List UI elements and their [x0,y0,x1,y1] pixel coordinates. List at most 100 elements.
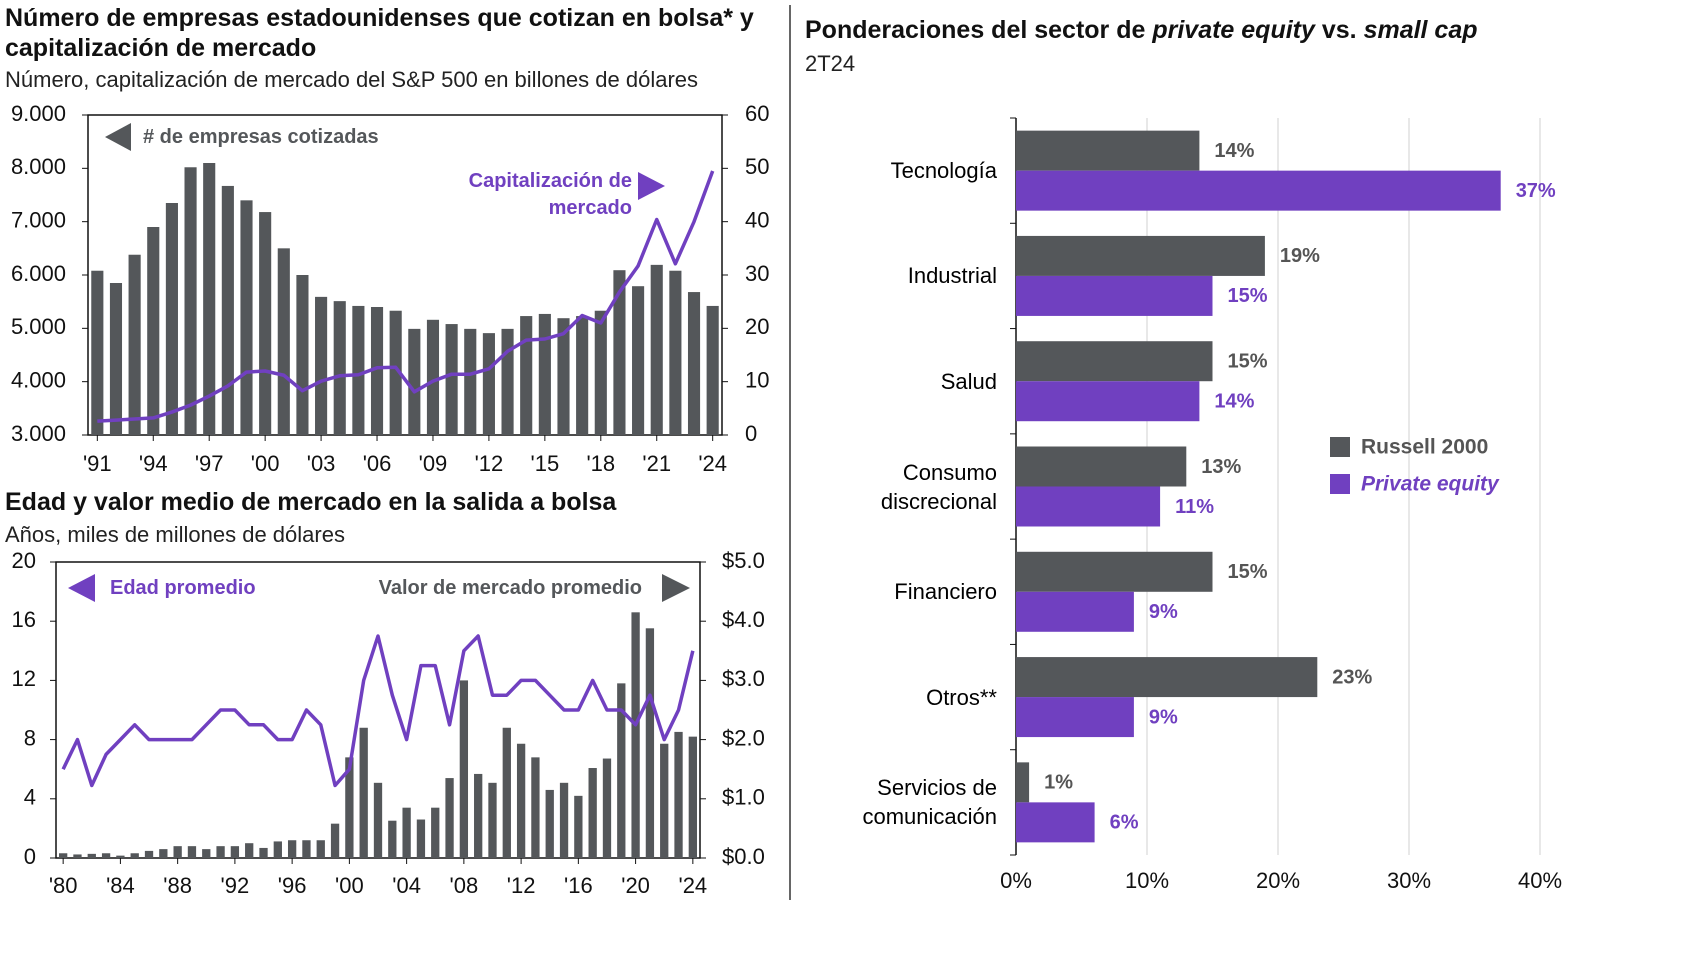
bar [316,840,325,858]
category-label: Otros** [926,684,997,710]
x-tick-label: '03 [307,451,336,476]
bar [613,270,626,435]
bar [1016,446,1187,487]
bar [91,270,104,435]
bar [416,819,426,858]
bar [59,853,68,858]
value-label: 9% [1149,706,1178,728]
bar [277,248,290,435]
bar [645,628,655,858]
y2-tick-label: 30 [745,261,769,286]
chart-title: Ponderaciones del sector de private equi… [805,15,1478,45]
x-tick-label: '00 [251,451,280,476]
x-tick-label: '06 [363,451,392,476]
bar [273,841,282,858]
bar [674,731,683,858]
category-label: Financiero [894,579,997,605]
bar [330,823,340,858]
bar [187,846,197,858]
category-label: Servicios de comunicación [862,775,997,830]
bar [706,305,719,435]
bar [1016,341,1213,382]
title-part: private equity [1152,16,1315,44]
legend-label: Valor de mercado promedio [378,577,642,599]
x-tick-label: '21 [642,451,671,476]
bar [516,743,526,858]
x-tick-label: '20 [621,873,650,898]
bar [173,846,182,858]
bar [296,275,309,435]
x-tick-label: 20% [1256,868,1300,893]
legend-label: Capitalización de mercado [468,170,632,219]
bar [559,782,569,858]
y-tick-label: 7.000 [11,207,66,232]
bar [202,849,211,858]
x-tick-label: '16 [564,873,593,898]
legend-arrow [105,123,131,151]
y-tick-label: 9.000 [11,101,66,126]
bar [101,853,111,858]
category-label: Consumo discrecional [880,459,997,514]
value-label: 37% [1516,180,1556,202]
title-part: small cap [1363,16,1478,44]
legend-swatch [1330,474,1350,494]
y-tick-label: 8.000 [11,154,66,179]
value-label: 23% [1332,666,1372,688]
x-tick-label: '91 [83,451,112,476]
y-tick-label: 0 [24,844,36,869]
bar [602,758,612,858]
value-label: 14% [1214,390,1254,412]
bar [109,283,123,435]
bar [576,316,589,435]
bar [1016,697,1134,738]
x-tick-label: '09 [419,451,448,476]
y2-tick-label: 0 [745,421,757,446]
bar [1016,591,1134,632]
bar [482,333,495,435]
y-tick-label: 12 [12,666,36,691]
x-tick-label: '08 [450,873,479,898]
bar [502,727,511,858]
bar [445,778,454,858]
bar [389,310,402,435]
bar [687,292,701,435]
bar [333,301,346,435]
x-tick-label: '97 [195,451,224,476]
bar [632,286,645,435]
y2-tick-label: 40 [745,207,769,232]
value-label: 15% [1228,285,1268,307]
bar [617,683,626,858]
bar [574,795,583,858]
bar [1016,762,1030,803]
bar [203,163,216,435]
bar [230,846,240,858]
y-tick-label: 4.000 [11,367,66,392]
bar [408,328,421,435]
x-tick-label: '96 [278,873,307,898]
bar [501,328,514,435]
bar [660,743,669,858]
y-tick-label: 8 [24,725,36,750]
x-tick-label: '00 [335,873,364,898]
bar [1016,486,1161,527]
bar [650,264,663,435]
bar [588,768,597,858]
y2-tick-label: 10 [745,367,769,392]
plot-frame [87,114,723,436]
chart-subtitle: Años, miles de millones de dólares [5,522,345,547]
x-tick-label: '94 [139,451,168,476]
bar [87,853,96,858]
bar [631,612,640,858]
bar [144,850,154,858]
bar [1016,170,1501,211]
x-tick-label: '12 [507,873,536,898]
bar [520,316,533,435]
bar [73,854,82,858]
y2-tick-label: $3.0 [722,666,765,691]
value-label: 19% [1280,245,1320,267]
value-label: 1% [1044,772,1073,794]
bar [388,820,397,858]
chart-subtitle: Número, capitalización de mercado del S&… [5,67,699,92]
